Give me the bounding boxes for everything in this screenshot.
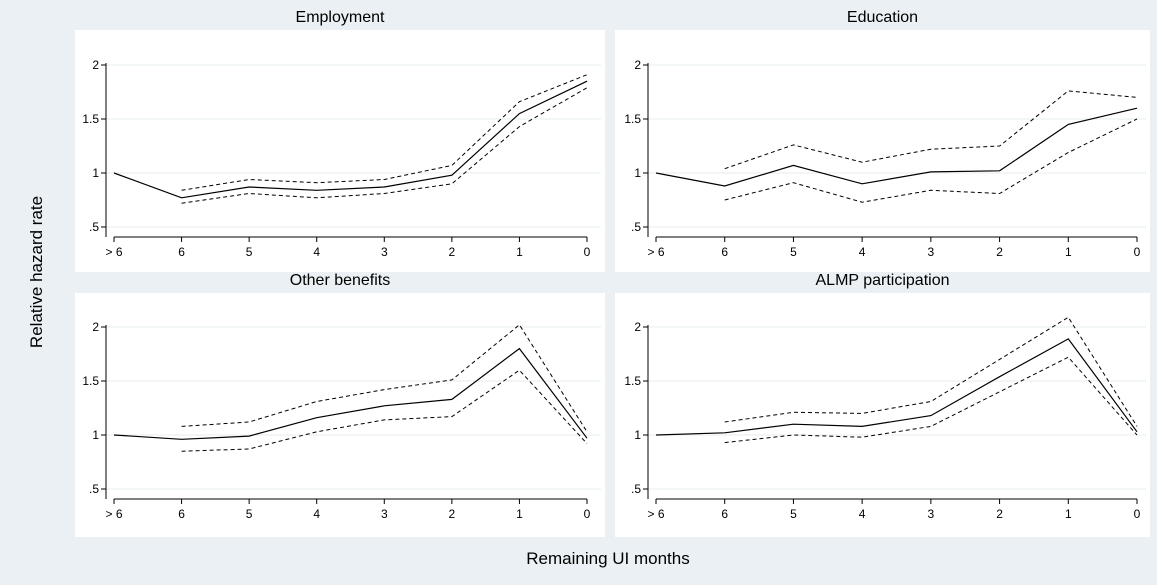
panel-education: Education .5 1 1.5 2 > 6 6 5 4 3 2 1 0 bbox=[615, 9, 1150, 272]
series-estimate bbox=[655, 107, 1138, 187]
x-tick-label: 4 bbox=[313, 507, 320, 521]
x-tick-label: 3 bbox=[928, 507, 935, 521]
series-lower-ci bbox=[181, 369, 588, 452]
y-tick-label: 2 bbox=[92, 320, 99, 334]
x-axis-title: Remaining UI months bbox=[526, 549, 689, 568]
y-axis-title: Relative hazard rate bbox=[27, 196, 46, 348]
x-tick-label: 4 bbox=[859, 245, 866, 259]
y-tick-label: .5 bbox=[89, 220, 99, 234]
panel-employment: Employment .5 1 1.5 2 > 6 6 5 4 3 2 1 0 bbox=[75, 9, 605, 272]
x-tick-label: 1 bbox=[1065, 245, 1072, 259]
x-tick-label: 1 bbox=[1065, 507, 1072, 521]
x-tick-label: 4 bbox=[313, 245, 320, 259]
x-tick-label: 0 bbox=[584, 507, 591, 521]
panel-almp-participation: ALMP participation .5 1 1.5 2 > 6 6 5 4 3 2 1 0 bbox=[615, 272, 1150, 537]
x-tick-label: 1 bbox=[516, 245, 523, 259]
y-tick-label: 1 bbox=[92, 166, 99, 180]
y-tick-label: 1 bbox=[634, 166, 641, 180]
series-upper-ci bbox=[181, 324, 588, 433]
series-lower-ci bbox=[724, 118, 1138, 203]
y-tick-label: 1.5 bbox=[624, 112, 641, 126]
panel-title: Other benefits bbox=[290, 272, 391, 289]
x-tick-label: 0 bbox=[1134, 507, 1141, 521]
y-tick-label: .5 bbox=[89, 482, 99, 496]
x-tick-label: 5 bbox=[246, 245, 253, 259]
x-tick-label: 6 bbox=[178, 245, 185, 259]
y-tick-label: 2 bbox=[634, 320, 641, 334]
x-tick-label: 0 bbox=[1134, 245, 1141, 259]
x-tick-label: 5 bbox=[790, 507, 797, 521]
panel-other-benefits: Other benefits .5 1 1.5 2 > 6 6 5 4 3 2 1 0 bbox=[75, 272, 605, 537]
y-tick-label: 1 bbox=[634, 428, 641, 442]
y-tick-label: .5 bbox=[631, 482, 641, 496]
x-tick-label: 4 bbox=[859, 507, 866, 521]
y-tick-label: 1.5 bbox=[82, 112, 99, 126]
plot-area bbox=[615, 30, 1150, 272]
panels: Employment.511.52> 6 6 5 4 3 2 1 0Education.511… bbox=[75, 9, 1150, 537]
x-tick-label: 2 bbox=[996, 507, 1003, 521]
x-tick-label: > 6 bbox=[647, 245, 664, 259]
y-tick-label: 1.5 bbox=[82, 374, 99, 388]
x-tick-label: 6 bbox=[721, 507, 728, 521]
x-tick-label: > 6 bbox=[105, 245, 122, 259]
x-tick-label: 2 bbox=[449, 507, 456, 521]
series-estimate bbox=[655, 338, 1138, 436]
y-tick-label: 2 bbox=[92, 58, 99, 72]
y-tick-label: 2 bbox=[634, 58, 641, 72]
series-upper-ci bbox=[181, 74, 588, 191]
x-tick-label: 3 bbox=[928, 245, 935, 259]
x-tick-label: 3 bbox=[381, 507, 388, 521]
panel-title: Education bbox=[847, 9, 918, 26]
plot-area bbox=[75, 293, 605, 537]
x-tick-label: 5 bbox=[790, 245, 797, 259]
x-tick-label: 2 bbox=[996, 245, 1003, 259]
plot-area bbox=[615, 293, 1150, 537]
x-tick-label: 0 bbox=[584, 245, 591, 259]
x-tick-label: 6 bbox=[721, 245, 728, 259]
x-tick-label: 3 bbox=[381, 245, 388, 259]
y-tick-label: .5 bbox=[631, 220, 641, 234]
x-tick-label: 5 bbox=[246, 507, 253, 521]
series-upper-ci bbox=[724, 90, 1138, 170]
x-tick-label: 2 bbox=[449, 245, 456, 259]
y-tick-label: 1.5 bbox=[624, 374, 641, 388]
y-tick-label: 1 bbox=[92, 428, 99, 442]
plot-area bbox=[75, 30, 605, 272]
series-estimate bbox=[113, 80, 588, 199]
x-tick-label: 1 bbox=[516, 507, 523, 521]
series-lower-ci bbox=[181, 87, 588, 204]
panel-title: ALMP participation bbox=[816, 272, 950, 289]
x-tick-label: 6 bbox=[178, 507, 185, 521]
x-tick-label: > 6 bbox=[105, 507, 122, 521]
series-estimate bbox=[113, 347, 588, 440]
panel-title: Employment bbox=[296, 9, 385, 26]
x-tick-label: > 6 bbox=[647, 507, 664, 521]
